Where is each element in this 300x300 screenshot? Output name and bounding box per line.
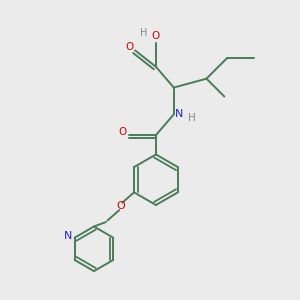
Text: O: O [118, 127, 127, 137]
Text: O: O [152, 32, 160, 41]
Text: H: H [140, 28, 147, 38]
Text: N: N [64, 231, 72, 241]
Text: O: O [116, 201, 125, 211]
Text: H: H [188, 113, 196, 123]
Text: N: N [175, 109, 183, 119]
Text: O: O [126, 43, 134, 52]
